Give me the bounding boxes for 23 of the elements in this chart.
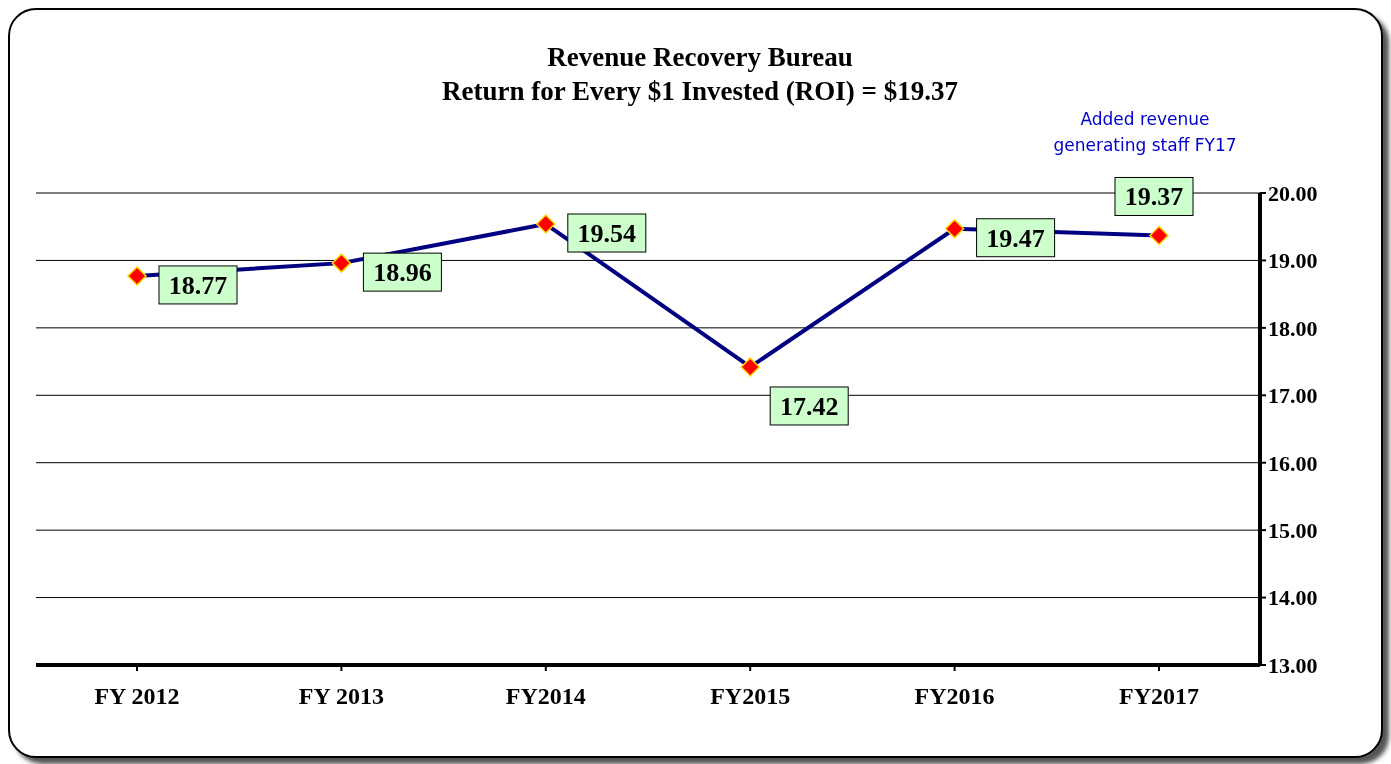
y-tick-label: 19.00: [1268, 248, 1318, 274]
text: Added revenue generating staff FY17: [1052, 108, 1238, 157]
x-tick-label: FY 2013: [298, 683, 384, 710]
y-tick-label: 16.00: [1268, 450, 1318, 476]
data-label: 19.47: [986, 223, 1045, 253]
data-label: 19.37: [1124, 182, 1184, 212]
data-label: 18.96: [373, 258, 432, 288]
data-label: 18.77: [168, 270, 228, 300]
y-tick-label: 15.00: [1268, 517, 1318, 543]
y-tick-label: 18.00: [1268, 315, 1318, 341]
y-tick-label: 13.00: [1268, 652, 1318, 678]
x-tick-label: FY2016: [914, 683, 995, 710]
y-tick-label: 14.00: [1268, 585, 1318, 611]
x-tick-label: FY 2012: [94, 683, 180, 710]
y-tick-label: 17.00: [1268, 383, 1318, 409]
x-tick-label: FY2017: [1119, 683, 1199, 710]
data-label: 19.54: [577, 219, 637, 249]
chart-title: Revenue Recovery Bureau: [546, 41, 854, 74]
data-label: 17.42: [779, 391, 839, 421]
x-tick-label: FY2015: [710, 683, 791, 710]
x-tick-label: FY2014: [505, 683, 586, 710]
chart-subtitle: Return for Every $1 Invested (ROI) = $19.37: [441, 75, 959, 108]
y-tick-label: 20.00: [1268, 180, 1318, 206]
